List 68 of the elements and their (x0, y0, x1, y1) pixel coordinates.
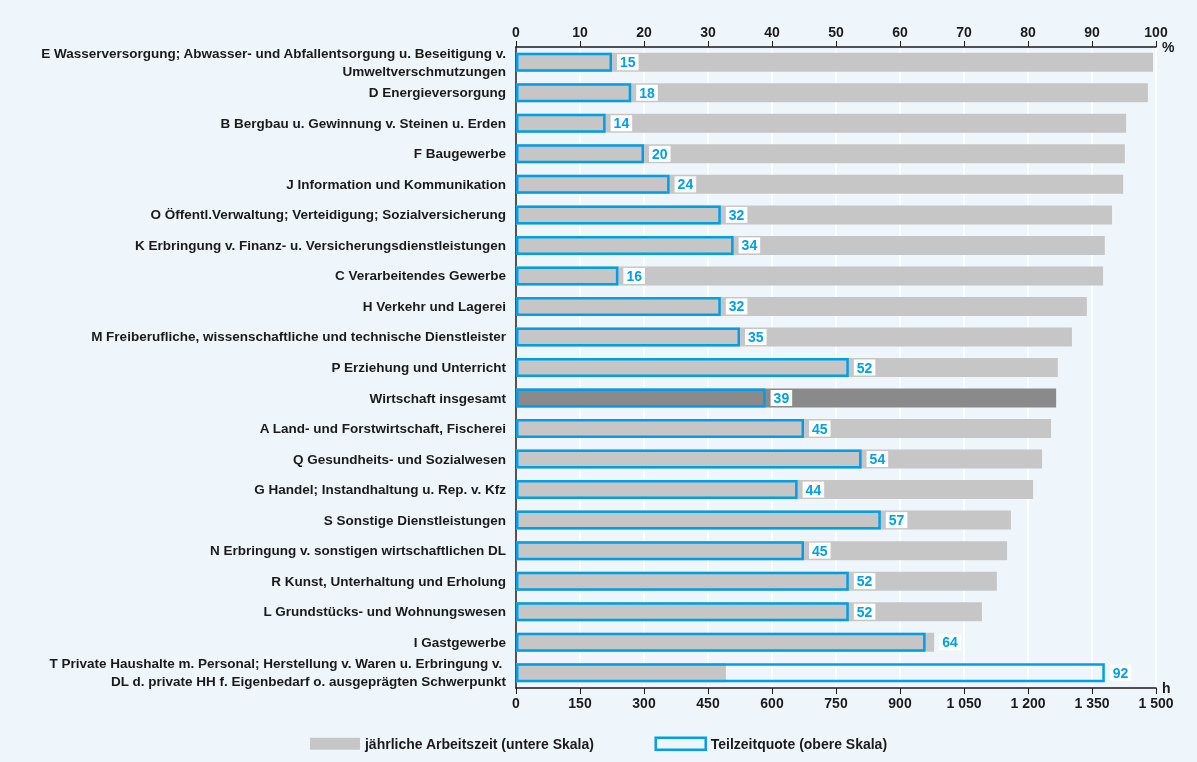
x2-tick-label: 0 (512, 24, 521, 40)
y-tick-label: J Information und Kommunikation (286, 176, 506, 192)
y-tick-label: P Erziehung und Unterricht (331, 360, 507, 375)
data-label: 54 (869, 451, 886, 468)
y-tick-label: R Kunst, Unterhaltung und Erholung (271, 573, 506, 589)
data-label: 52 (856, 603, 873, 620)
legend-label: Teilzeitquote (obere Skala) (710, 735, 888, 752)
y-tick-label: O Öffentl.Verwaltung; Verteidigung; Sozialversicherung (150, 207, 506, 223)
y-tick-label: E Wasserversorgung; Abwasser- und Abfallentsorgung u. Beseitigung v. Umweltverschmutzungen (41, 45, 506, 79)
x2-tick-label: 30 (700, 24, 716, 40)
data-label: 45 (812, 542, 828, 559)
data-label: 45 (812, 420, 828, 437)
data-label: 18 (639, 84, 655, 101)
data-label: 39 (773, 390, 790, 407)
y-tick-label: T Private Haushalte m. Personal; Herstellung v. Waren u. Erbringung v. DL d. private HH f. Eigenbedarf o. ausgeprägten Schwerpunkt (49, 656, 507, 690)
legend-label: jährliche Arbeitszeit (untere Skala) (363, 735, 594, 752)
y-tick-label: A Land- und Forstwirtschaft, Fischerei (259, 421, 506, 437)
data-label: 57 (888, 512, 905, 529)
y-tick-label: G Handel; Instandhaltung u. Rep. v. Kfz (254, 482, 507, 498)
x-tick-label: 1 200 (1010, 695, 1046, 711)
data-label: 35 (748, 328, 764, 345)
y-tick-label: Q Gesundheits- und Sozialwesen (292, 451, 506, 467)
x-tick-label: 0 (512, 695, 521, 711)
data-label: 14 (613, 115, 630, 132)
x2-tick-label: 70 (956, 24, 972, 40)
data-label: 52 (856, 573, 873, 590)
x2-tick-label: 10 (572, 24, 588, 40)
x-tick-label: 300 (632, 695, 656, 711)
y-tick-label: F Baugewerbe (413, 146, 507, 162)
data-label: 34 (741, 237, 758, 254)
y-tick-label: L Grundstücks- und Wohnungswesen (263, 604, 506, 620)
y-tick-label: B Bergbau u. Gewinnung v. Steinen u. Erden (220, 115, 506, 131)
y-tick-label: M Freiberufliche, wissenschaftliche und technische Dienstleister (91, 329, 507, 345)
data-label: 32 (728, 298, 745, 315)
x-tick-label: 900 (888, 695, 912, 711)
data-label: 24 (677, 176, 694, 193)
x2-tick-label: 40 (764, 24, 780, 40)
x-tick-label: 750 (824, 695, 848, 711)
x-tick-label: 1 050 (946, 695, 982, 711)
y-tick-label: C Verarbeitendes Gewerbe (334, 268, 507, 284)
x-tick-label: 600 (760, 695, 784, 711)
x2-tick-label: 80 (1020, 24, 1036, 40)
x-tick-label: 1 350 (1074, 695, 1110, 711)
x-tick-label: 150 (568, 695, 592, 711)
y-tick-label: I Gastgewerbe (413, 634, 507, 650)
x2-tick-label: 100 (1144, 24, 1168, 40)
x2-tick-label: 20 (636, 24, 652, 40)
x2-axis-title: % (1162, 39, 1175, 55)
data-label: 16 (626, 267, 643, 284)
y-tick-label: S Sonstige Dienstleistungen (323, 512, 506, 528)
x2-tick-label: 90 (1084, 24, 1100, 40)
y-tick-label: N Erbringung v. sonstigen wirtschaftlichen DL (209, 543, 506, 559)
data-label: 64 (942, 634, 958, 651)
x-tick-label: 450 (696, 695, 720, 711)
x2-tick-label: 60 (892, 24, 908, 40)
data-label: 44 (805, 481, 822, 498)
data-label: 15 (620, 54, 636, 71)
data-label: 92 (1112, 664, 1129, 681)
x2-tick-label: 50 (828, 24, 844, 40)
y-tick-label: Wirtschaft insgesamt (369, 390, 507, 406)
data-label: 20 (652, 145, 668, 162)
x-tick-label: 1 500 (1138, 695, 1174, 711)
data-label: 52 (856, 359, 873, 376)
y-tick-label: D Energieversorgung (368, 85, 506, 101)
y-tick-label: H Verkehr und Lagerei (362, 298, 506, 314)
data-label: 32 (728, 206, 745, 223)
y-tick-label: K Erbringung v. Finanz- u. Versicherungsdienstleistungen (134, 237, 506, 253)
x-axis-title: h (1162, 680, 1171, 696)
